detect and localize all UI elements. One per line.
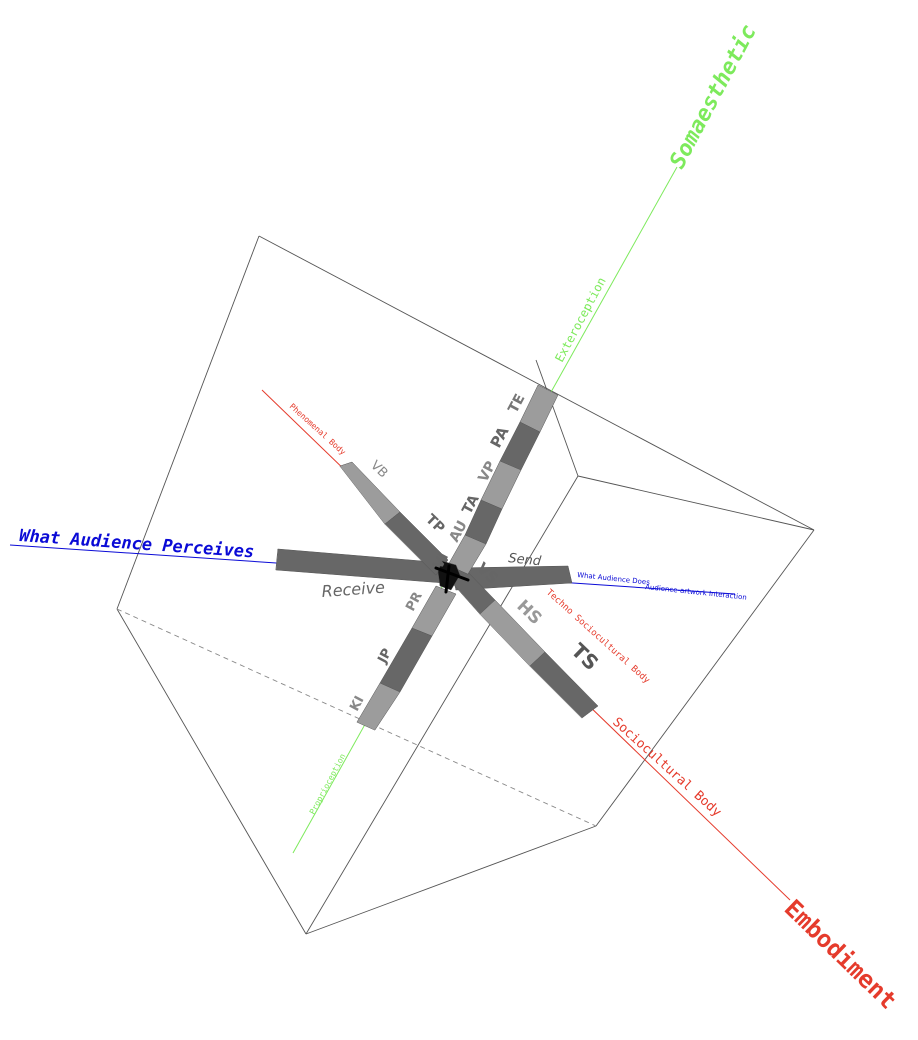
- exteroception-label: Exteroception: [552, 275, 608, 365]
- phenomenal-body-label: Phenomenal Body: [288, 402, 348, 457]
- proprioception-label: Proprioception: [308, 752, 348, 816]
- embodiment-title: Embodiment: [779, 894, 902, 1015]
- bar-label-ts: TS: [567, 638, 604, 675]
- bar-label-vb: VB: [367, 458, 390, 481]
- receive-label: Receive: [321, 578, 386, 601]
- somaesthetic-title: Somaesthetic: [665, 21, 762, 173]
- bar-label-tp: TP: [422, 511, 447, 536]
- audience-artwork-interaction-label: Audience-artwork Interaction: [645, 583, 747, 602]
